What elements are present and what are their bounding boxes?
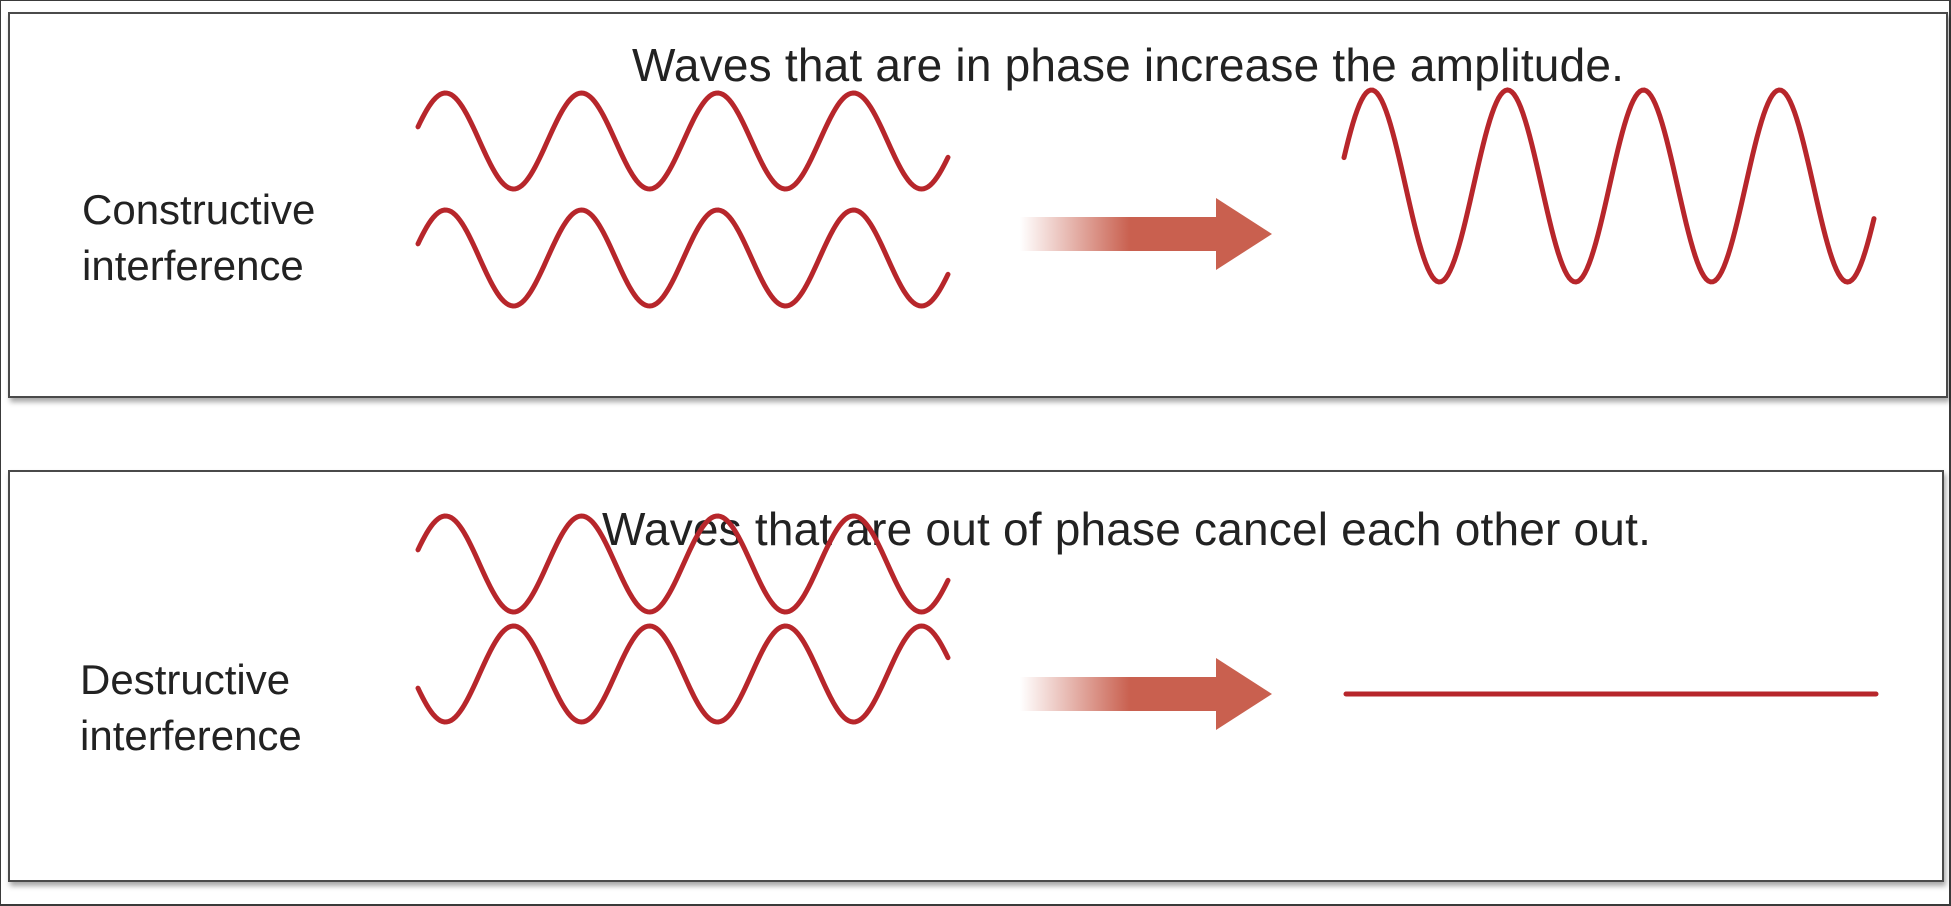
- constructive-label-line1: Constructive: [82, 186, 316, 233]
- destructive-label: Destructive interference: [80, 652, 302, 764]
- constructive-label: Constructive interference: [82, 182, 315, 294]
- destructive-panel: Waves that are out of phase cancel each …: [8, 470, 1944, 882]
- constructive-input-wave-2: [415, 207, 951, 309]
- destructive-caption: Waves that are out of phase cancel each …: [602, 503, 1652, 555]
- constructive-panel: Waves that are in phase increase the amp…: [8, 12, 1948, 398]
- destructive-label-line1: Destructive: [80, 656, 291, 703]
- constructive-result-wave: [1341, 87, 1877, 285]
- constructive-diagram: [415, 87, 1877, 309]
- destructive-input-wave-2: [415, 623, 951, 725]
- constructive-input-wave-1: [415, 90, 951, 192]
- constructive-arrow-icon: [1020, 198, 1272, 270]
- destructive-input-wave-1: [415, 513, 951, 615]
- destructive-arrow-icon: [1020, 658, 1272, 730]
- constructive-caption: Waves that are in phase increase the amp…: [632, 39, 1625, 91]
- destructive-label-line2: interference: [80, 712, 302, 759]
- constructive-label-line2: interference: [82, 242, 304, 289]
- destructive-diagram: [415, 513, 1879, 730]
